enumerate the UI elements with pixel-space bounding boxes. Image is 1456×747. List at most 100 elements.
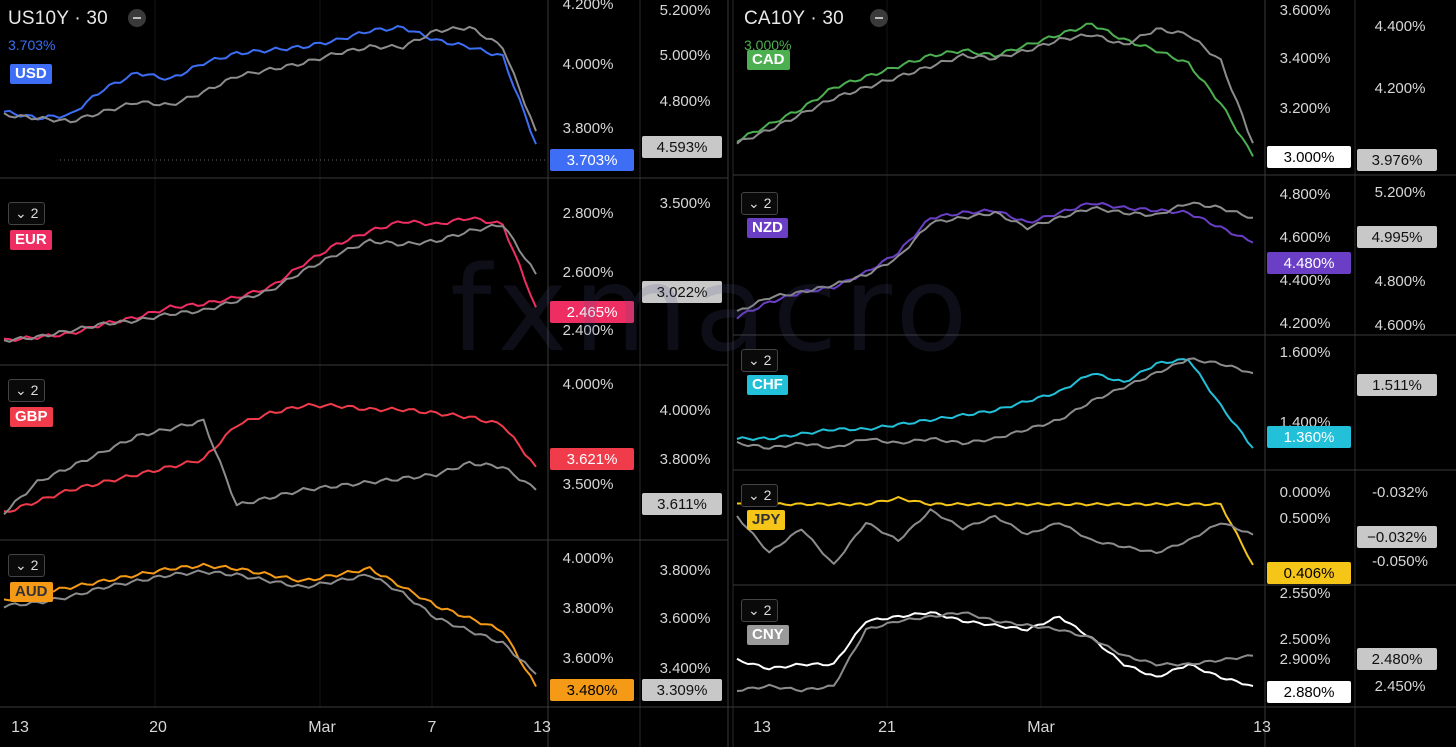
y2-tick-label: 4.600% xyxy=(1375,317,1426,334)
last-value-tag xyxy=(550,448,634,470)
last-value-label: 3.000% xyxy=(1284,149,1335,166)
cad-compare-line[interactable] xyxy=(736,27,1254,145)
x-tick-label: 13 xyxy=(1253,719,1271,736)
y-tick-label: 2.500% xyxy=(1280,631,1331,648)
y-tick-label: 4.000% xyxy=(563,376,614,393)
y-tick-label: 2.800% xyxy=(563,205,614,222)
y-tick-label: 3.600% xyxy=(1280,2,1331,19)
last-value-label: 2.880% xyxy=(1284,684,1335,701)
jpy-compare-line[interactable] xyxy=(736,508,1254,565)
compare-value-label: 4.593% xyxy=(657,139,708,156)
last-value-label: 3.703% xyxy=(567,152,618,169)
left-symbol-value: 3.703% xyxy=(8,37,56,53)
nzd-series-line[interactable] xyxy=(736,202,1254,320)
y-tick-label: 4.000% xyxy=(563,550,614,567)
compare-value-tag xyxy=(1357,648,1437,670)
compare-value-label: 3.976% xyxy=(1372,152,1423,169)
collapse-pane-button[interactable]: ⌄ 2 xyxy=(741,192,779,215)
y-tick-label: 4.600% xyxy=(1280,229,1331,246)
y-tick-label: 4.200% xyxy=(1280,315,1331,332)
last-value-label: 0.406% xyxy=(1284,565,1335,582)
last-value-tag xyxy=(550,301,634,323)
right-symbol-title[interactable]: CA10Y · 30 xyxy=(744,8,844,29)
y-tick-label: 2.400% xyxy=(563,322,614,339)
x-tick-label: Mar xyxy=(1027,719,1055,736)
compare-value-tag xyxy=(1357,374,1437,396)
y2-tick-label: -0.032% xyxy=(1372,484,1428,501)
eur-compare-line[interactable] xyxy=(3,223,537,343)
chf-series-line[interactable] xyxy=(736,358,1254,449)
last-value-label: 4.480% xyxy=(1284,255,1335,272)
compare-value-label: −0.032% xyxy=(1367,529,1427,546)
y2-tick-label: 4.200% xyxy=(1375,80,1426,97)
minus-icon[interactable] xyxy=(870,9,888,27)
y-tick-label: 3.200% xyxy=(1280,100,1331,117)
y2-tick-label: -0.050% xyxy=(1372,553,1428,570)
left-symbol-title[interactable]: US10Y · 30 xyxy=(8,8,108,29)
compare-value-label: 4.995% xyxy=(1372,229,1423,246)
collapse-pane-button[interactable]: ⌄ 2 xyxy=(741,484,779,507)
y-tick-label: 2.900% xyxy=(1280,651,1331,668)
x-tick-label: 13 xyxy=(11,719,29,736)
x-tick-label: 13 xyxy=(533,719,551,736)
collapse-pane-button[interactable]: ⌄ 2 xyxy=(741,349,779,372)
y2-tick-label: 2.450% xyxy=(1375,678,1426,695)
aud-compare-line[interactable] xyxy=(3,569,537,675)
cad-series-line[interactable] xyxy=(736,22,1254,157)
y-tick-label: 4.000% xyxy=(563,56,614,73)
y-tick-label: 3.800% xyxy=(563,600,614,617)
y-tick-label: 1.600% xyxy=(1280,344,1331,361)
y-tick-label: 3.600% xyxy=(563,650,614,667)
cny-series-line[interactable] xyxy=(736,611,1254,687)
y-tick-label: 4.200% xyxy=(563,0,614,13)
collapse-pane-button[interactable]: ⌄ 2 xyxy=(8,379,46,402)
jpy-legend-tag: JPY xyxy=(747,510,786,530)
gbp-series-line[interactable] xyxy=(3,402,537,513)
collapse-pane-button[interactable]: ⌄ 2 xyxy=(8,202,46,225)
compare-value-label: 3.309% xyxy=(657,682,708,699)
last-value-tag xyxy=(1267,562,1351,584)
nzd-legend-tag: NZD xyxy=(747,218,788,238)
compare-value-tag xyxy=(1357,226,1437,248)
last-value-tag xyxy=(1267,252,1351,274)
y-tick-label: 2.550% xyxy=(1280,585,1331,602)
chf-compare-line[interactable] xyxy=(736,357,1254,450)
compare-value-tag xyxy=(1357,526,1437,548)
y2-tick-label: 4.000% xyxy=(660,402,711,419)
compare-value-tag xyxy=(642,281,722,303)
compare-value-tag xyxy=(642,136,722,158)
y2-tick-label: 3.600% xyxy=(660,610,711,627)
x-tick-label: 20 xyxy=(149,719,167,736)
usd-legend-tag: USD xyxy=(10,64,52,84)
cny-compare-line[interactable] xyxy=(736,611,1254,693)
last-value-tag xyxy=(550,679,634,701)
x-tick-label: Mar xyxy=(308,719,336,736)
compare-value-tag xyxy=(642,493,722,515)
y-tick-label: 3.500% xyxy=(563,476,614,493)
y2-tick-label: 3.800% xyxy=(660,562,711,579)
y-tick-label: 3.400% xyxy=(1280,50,1331,67)
eur-legend-tag: EUR xyxy=(10,230,52,250)
nzd-compare-line[interactable] xyxy=(736,201,1254,312)
cad-legend-tag: CAD xyxy=(747,50,790,70)
y-tick-label: 4.800% xyxy=(1280,186,1331,203)
jpy-series-line[interactable] xyxy=(737,496,1254,566)
y2-tick-label: 3.500% xyxy=(660,195,711,212)
y2-tick-label: 3.400% xyxy=(660,660,711,677)
collapse-pane-button[interactable]: ⌄ 2 xyxy=(741,599,779,622)
minus-icon[interactable] xyxy=(128,9,146,27)
y2-tick-label: 4.400% xyxy=(1375,18,1426,35)
gbp-legend-tag: GBP xyxy=(10,407,53,427)
aud-legend-tag: AUD xyxy=(10,582,53,602)
usd-compare-line[interactable] xyxy=(3,25,537,132)
usd-series-line[interactable] xyxy=(3,25,537,145)
right-symbol-value: 3.000% xyxy=(744,37,792,53)
last-value-label: 3.621% xyxy=(567,451,618,468)
gbp-compare-line[interactable] xyxy=(3,418,537,516)
cny-legend-tag: CNY xyxy=(747,625,789,645)
compare-value-tag xyxy=(642,679,722,701)
aud-series-line[interactable] xyxy=(3,562,537,688)
last-value-label: 3.480% xyxy=(567,682,618,699)
collapse-pane-button[interactable]: ⌄ 2 xyxy=(8,554,46,577)
